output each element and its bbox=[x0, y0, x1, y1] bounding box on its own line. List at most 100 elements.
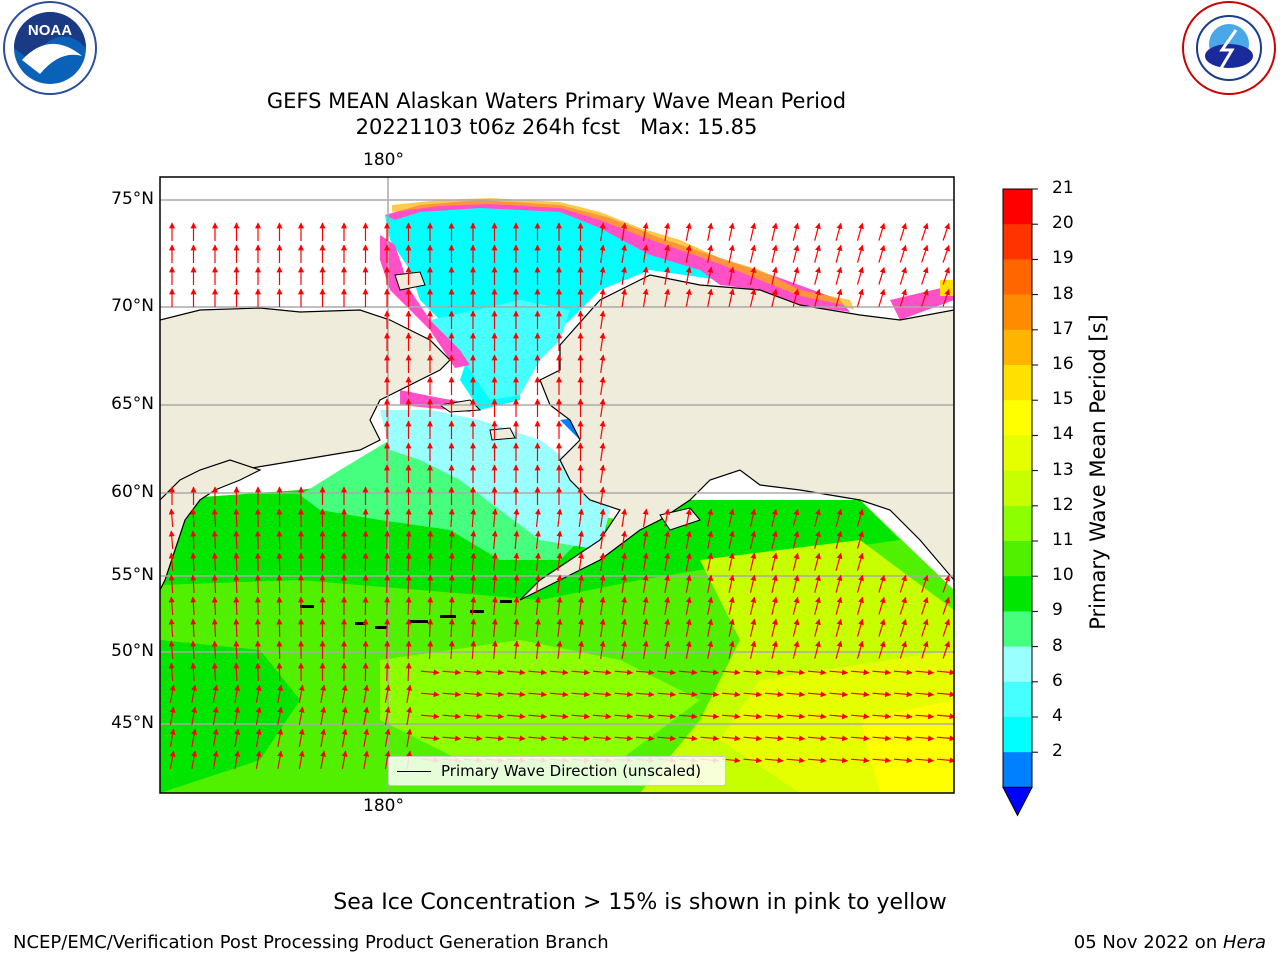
colorbar-tick-label: 2 bbox=[1052, 741, 1063, 762]
wave-arrow bbox=[764, 669, 784, 676]
wave-arrow bbox=[427, 596, 434, 616]
wave-arrow bbox=[470, 508, 477, 528]
wave-arrow bbox=[506, 735, 526, 742]
wave-arrow bbox=[549, 735, 569, 742]
wave-arrow bbox=[786, 669, 806, 676]
wave-arrow bbox=[743, 669, 763, 676]
wave-arrow bbox=[571, 669, 591, 676]
wave-arrow bbox=[771, 222, 778, 241]
nws-logo bbox=[1182, 1, 1276, 95]
wave-arrow bbox=[807, 669, 827, 676]
wave-arrow bbox=[771, 596, 778, 615]
machine-name: Hera bbox=[1222, 932, 1266, 953]
wave-arrow bbox=[614, 691, 634, 698]
wave-arrow bbox=[556, 552, 563, 571]
wave-arrow bbox=[621, 222, 628, 241]
wave-arrow bbox=[599, 596, 606, 615]
wave-arrow bbox=[513, 640, 520, 660]
wave-arrow bbox=[549, 691, 569, 698]
wave-arrow bbox=[893, 757, 913, 764]
wave-arrow bbox=[856, 552, 864, 571]
wave-arrow bbox=[255, 750, 262, 770]
wave-arrow bbox=[463, 669, 483, 676]
wave-arrow bbox=[254, 552, 261, 572]
wave-arrow bbox=[664, 552, 671, 572]
wave-arrow bbox=[491, 640, 498, 660]
wave-arrow bbox=[764, 713, 784, 720]
colorbar-tick-label: 11 bbox=[1052, 530, 1074, 550]
wave-arrow bbox=[556, 530, 563, 549]
wave-arrow bbox=[578, 508, 584, 527]
wave-arrow bbox=[721, 735, 741, 742]
wave-arrow bbox=[942, 266, 950, 285]
wave-arrow bbox=[771, 244, 778, 263]
wave-arrow bbox=[872, 669, 892, 676]
wave-arrow bbox=[169, 706, 176, 726]
lat-label-70: 70°N bbox=[111, 296, 154, 316]
wave-arrow bbox=[899, 244, 907, 263]
wave-arrow bbox=[835, 288, 843, 307]
wave-arrow bbox=[942, 574, 950, 593]
wave-arrow bbox=[835, 222, 843, 241]
wave-arrow bbox=[406, 728, 413, 748]
wave-arrow bbox=[792, 288, 800, 307]
wave-arrow bbox=[405, 640, 412, 660]
wave-arrow bbox=[233, 596, 240, 616]
wave-arrow bbox=[856, 574, 864, 593]
wave-arrow bbox=[405, 530, 412, 550]
wave-arrow bbox=[664, 508, 671, 528]
wave-arrow bbox=[728, 552, 735, 571]
wave-arrow bbox=[578, 596, 584, 615]
wave-arrow bbox=[254, 640, 261, 660]
wave-arrow bbox=[829, 669, 849, 676]
wave-arrow bbox=[856, 596, 864, 615]
wave-arrow bbox=[592, 669, 612, 676]
noaa-logo: NOAA bbox=[3, 1, 97, 95]
wave-arrow bbox=[814, 222, 821, 241]
wave-arrow bbox=[528, 669, 548, 676]
wave-arrow bbox=[341, 684, 348, 704]
wave-arrow bbox=[642, 288, 649, 307]
wave-arrow bbox=[700, 713, 720, 720]
wave-arrow bbox=[254, 596, 261, 616]
wave-arrow bbox=[899, 222, 907, 241]
wave-arrow bbox=[506, 713, 526, 720]
wave-arrow bbox=[599, 442, 606, 461]
wave-arrow bbox=[211, 618, 218, 638]
wave-arrow bbox=[685, 596, 692, 615]
wave-arrow bbox=[513, 574, 520, 594]
wave-arrow bbox=[771, 530, 778, 549]
wave-arrow bbox=[664, 222, 671, 242]
wave-arrow bbox=[835, 266, 843, 285]
wave-arrow bbox=[685, 244, 692, 263]
colorbar-segment bbox=[1003, 611, 1032, 648]
wave-arrow bbox=[277, 684, 284, 704]
wave-arrow bbox=[599, 640, 606, 659]
wave-arrow bbox=[921, 244, 929, 263]
wave-arrow bbox=[168, 508, 175, 528]
wave-arrow bbox=[420, 691, 440, 698]
wave-arrow bbox=[707, 288, 714, 307]
wave-arrow bbox=[233, 618, 240, 638]
wave-arrow bbox=[485, 713, 505, 720]
wave-arrow bbox=[363, 684, 370, 704]
wave-arrow bbox=[212, 684, 219, 704]
wave-arrow bbox=[491, 508, 498, 528]
colorbar-segment bbox=[1003, 365, 1032, 401]
wave-arrow bbox=[621, 640, 628, 659]
colorbar-label: Primary Wave Mean Period [s] bbox=[1086, 314, 1110, 630]
wave-arrow bbox=[614, 713, 634, 720]
wave-arrow bbox=[764, 757, 784, 764]
wave-arrow bbox=[829, 713, 849, 720]
wave-arrow bbox=[578, 552, 584, 571]
wave-arrow bbox=[685, 266, 692, 285]
svg-text:NOAA: NOAA bbox=[28, 22, 72, 39]
wave-arrow bbox=[211, 530, 218, 550]
wave-arrow bbox=[534, 640, 541, 659]
colorbar-segment bbox=[1003, 470, 1032, 507]
wave-arrow bbox=[190, 508, 197, 528]
wave-arrow bbox=[707, 596, 714, 615]
wave-arrow bbox=[384, 750, 391, 770]
wave-arrow bbox=[764, 735, 784, 742]
wave-arrow bbox=[599, 618, 606, 637]
